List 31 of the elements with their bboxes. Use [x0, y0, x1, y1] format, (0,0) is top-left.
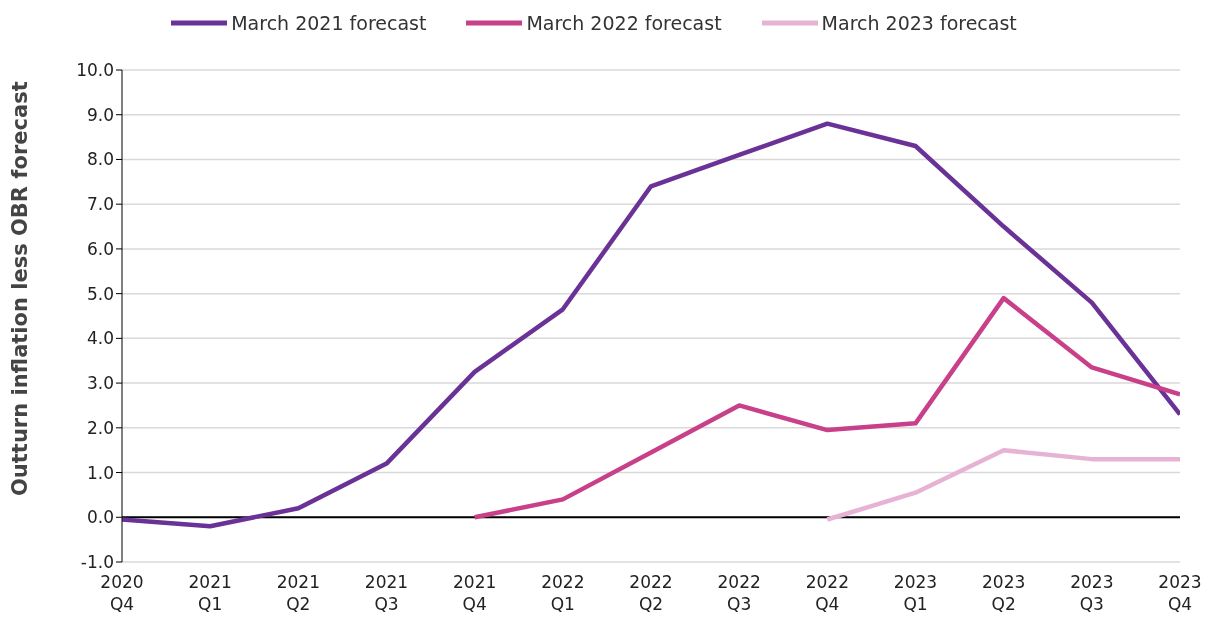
legend-label: March 2023 forecast [821, 12, 1017, 34]
y-tick-label: 4.0 [86, 328, 114, 349]
y-tick-label: 10.0 [76, 60, 114, 81]
y-axis-title: Outturn inflation less OBR forecast [8, 81, 33, 496]
x-tick-label: 2022 Q1 [541, 572, 585, 614]
legend-label: March 2022 forecast [526, 12, 722, 34]
y-tick-label: 6.0 [86, 238, 114, 259]
x-tick-label: 2023 Q2 [982, 572, 1026, 614]
x-tick-label: 2021 Q3 [364, 572, 409, 614]
x-tick-label: 2021 Q1 [188, 572, 232, 614]
line-series [472, 295, 1180, 520]
line-series [825, 447, 1180, 522]
x-tick-label: 2022 Q3 [717, 572, 761, 614]
legend-label: March 2021 forecast [231, 12, 427, 34]
y-tick-label: 1.0 [86, 462, 114, 483]
x-tick-label: 2023 Q3 [1070, 572, 1114, 614]
y-tick-label: 2.0 [86, 417, 114, 438]
x-tick-label: 2022 Q4 [805, 572, 849, 614]
x-tick-label: 2021 Q4 [453, 572, 497, 614]
x-tick-label: 2023 Q4 [1158, 572, 1202, 614]
y-tick-label: 9.0 [86, 104, 114, 125]
x-tick-label: 2022 Q2 [629, 572, 673, 614]
y-tick-label: 8.0 [86, 149, 114, 170]
y-tick-label: 7.0 [86, 194, 114, 215]
y-tick-label: -1.0 [80, 552, 114, 573]
x-tick-label: 2023 Q1 [893, 572, 938, 614]
y-tick-label: 0.0 [86, 507, 114, 528]
y-tick-label: 3.0 [86, 373, 114, 394]
x-tick-label: 2021 Q2 [276, 572, 320, 614]
y-tick-label: 5.0 [86, 283, 114, 304]
x-tick-label: 2020 Q4 [100, 572, 144, 614]
